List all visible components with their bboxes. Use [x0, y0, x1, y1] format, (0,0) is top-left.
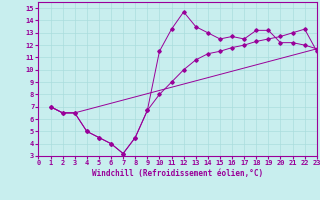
X-axis label: Windchill (Refroidissement éolien,°C): Windchill (Refroidissement éolien,°C): [92, 169, 263, 178]
